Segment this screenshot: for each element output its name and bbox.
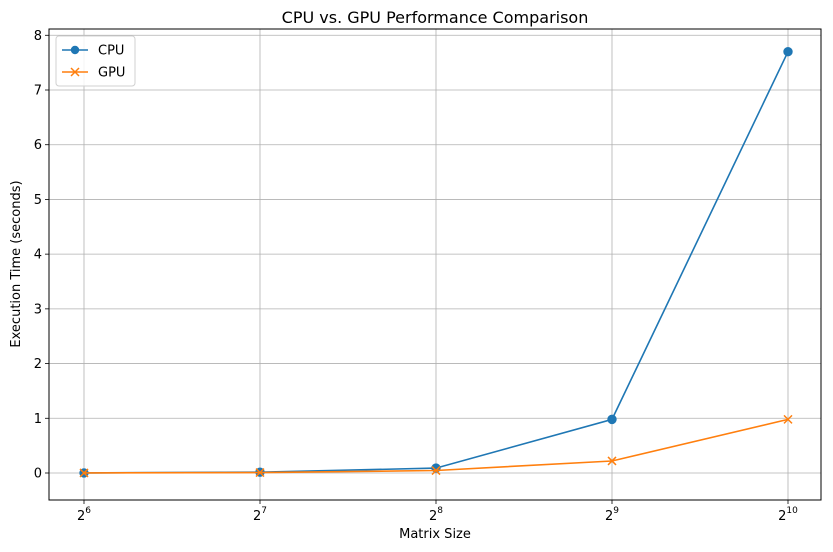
x-tick-label: 29 bbox=[605, 506, 619, 524]
series-layer bbox=[79, 47, 793, 478]
grid bbox=[49, 29, 821, 500]
data-point-cpu bbox=[607, 414, 617, 425]
y-tick-label: 1 bbox=[34, 412, 42, 427]
x-axis-label: Matrix Size bbox=[399, 527, 471, 542]
legend-label: CPU bbox=[98, 44, 124, 59]
y-tick-label: 3 bbox=[34, 302, 42, 317]
legend: CPU GPU bbox=[55, 35, 136, 87]
y-tick-label: 7 bbox=[34, 84, 42, 99]
x-tick-label: 210 bbox=[778, 506, 798, 524]
legend-item-cpu: CPU bbox=[62, 44, 124, 59]
plot-frame bbox=[48, 28, 822, 501]
data-point-gpu bbox=[255, 468, 265, 478]
x-tick-label: 26 bbox=[77, 506, 91, 524]
data-point-gpu bbox=[79, 468, 89, 478]
x-tick-label: 28 bbox=[429, 506, 443, 524]
data-point-gpu bbox=[783, 414, 793, 424]
chart-title: CPU vs. GPU Performance Comparison bbox=[282, 8, 589, 27]
y-tick-label: 6 bbox=[34, 138, 42, 153]
y-tick-label: 5 bbox=[34, 193, 42, 208]
y-tick-label: 8 bbox=[34, 29, 42, 44]
y-axis-label: Execution Time (seconds) bbox=[9, 180, 24, 347]
data-point-cpu bbox=[783, 47, 793, 57]
y-axis: 0 1 2 3 4 5 6 7 8 bbox=[34, 29, 49, 482]
y-tick-label: 2 bbox=[34, 357, 42, 372]
data-point-gpu bbox=[431, 466, 441, 476]
x-axis: 26 27 28 29 210 bbox=[77, 500, 798, 524]
y-tick-label: 4 bbox=[34, 248, 42, 263]
legend-item-gpu: GPU bbox=[62, 66, 125, 81]
data-point-gpu bbox=[607, 456, 617, 466]
x-tick-label: 27 bbox=[253, 506, 267, 524]
y-tick-label: 0 bbox=[34, 467, 42, 482]
legend-label: GPU bbox=[98, 66, 125, 81]
